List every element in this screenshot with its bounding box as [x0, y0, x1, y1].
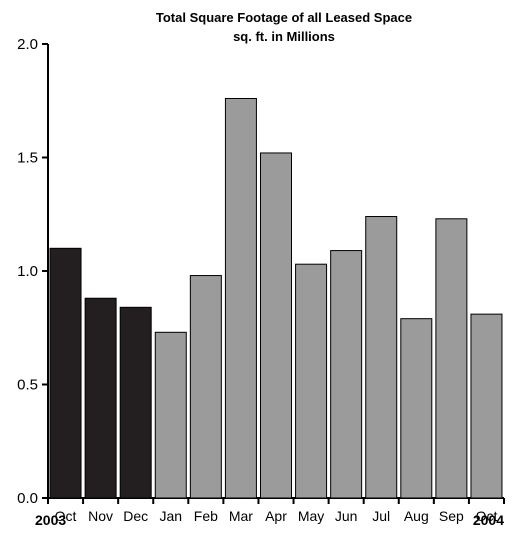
bar-jan-3 [154, 331, 187, 499]
x-category-label: Feb [194, 508, 218, 524]
bar-nov-1 [84, 297, 117, 499]
x-category-label: Oct [55, 508, 77, 524]
bar-mar-5 [224, 97, 257, 499]
x-category-label: Jun [335, 508, 358, 524]
x-category-label: Mar [229, 508, 253, 524]
bar-may-7 [295, 263, 328, 499]
year-label-start: 2003 [35, 512, 66, 528]
bar-dec-2 [119, 306, 152, 499]
x-category-label: Dec [123, 508, 148, 524]
chart-subtitle: sq. ft. in Millions [233, 29, 335, 44]
bar-sep-11 [435, 218, 468, 499]
x-category-label: Jan [159, 508, 182, 524]
y-axis: 0.0 0.5 1.0 1.5 2.0 [17, 36, 49, 507]
y-tick-label: 0.0 [17, 490, 38, 507]
y-tick-label: 0.5 [17, 377, 38, 394]
year-label-end: 2004 [473, 512, 504, 528]
bar-jul-9 [365, 216, 398, 499]
x-category-label: Jul [372, 508, 390, 524]
x-category-label: May [298, 508, 324, 524]
y-tick-label: 1.0 [17, 263, 38, 280]
bar-oct-0 [49, 247, 82, 499]
x-category-label: Nov [88, 508, 113, 524]
bar-apr-6 [260, 152, 292, 499]
x-category-label: Sep [439, 508, 464, 524]
bar-oct-12 [470, 313, 503, 499]
x-category-label: Oct [476, 508, 498, 524]
x-category-labels: Oct Nov Dec Jan Feb Mar Apr May Jun Jul Aug Sep Oct [55, 508, 498, 524]
bars-group [49, 97, 503, 499]
y-tick-label: 1.5 [17, 150, 38, 167]
y-tick-label: 2.0 [17, 36, 38, 53]
x-category-label: Aug [404, 508, 429, 524]
bar-jun-8 [330, 250, 363, 499]
x-axis [47, 497, 505, 504]
bar-feb-4 [189, 275, 222, 499]
bar-aug-10 [400, 318, 433, 499]
x-category-label: Apr [265, 508, 287, 524]
chart-title: Total Square Footage of all Leased Space [156, 10, 412, 25]
